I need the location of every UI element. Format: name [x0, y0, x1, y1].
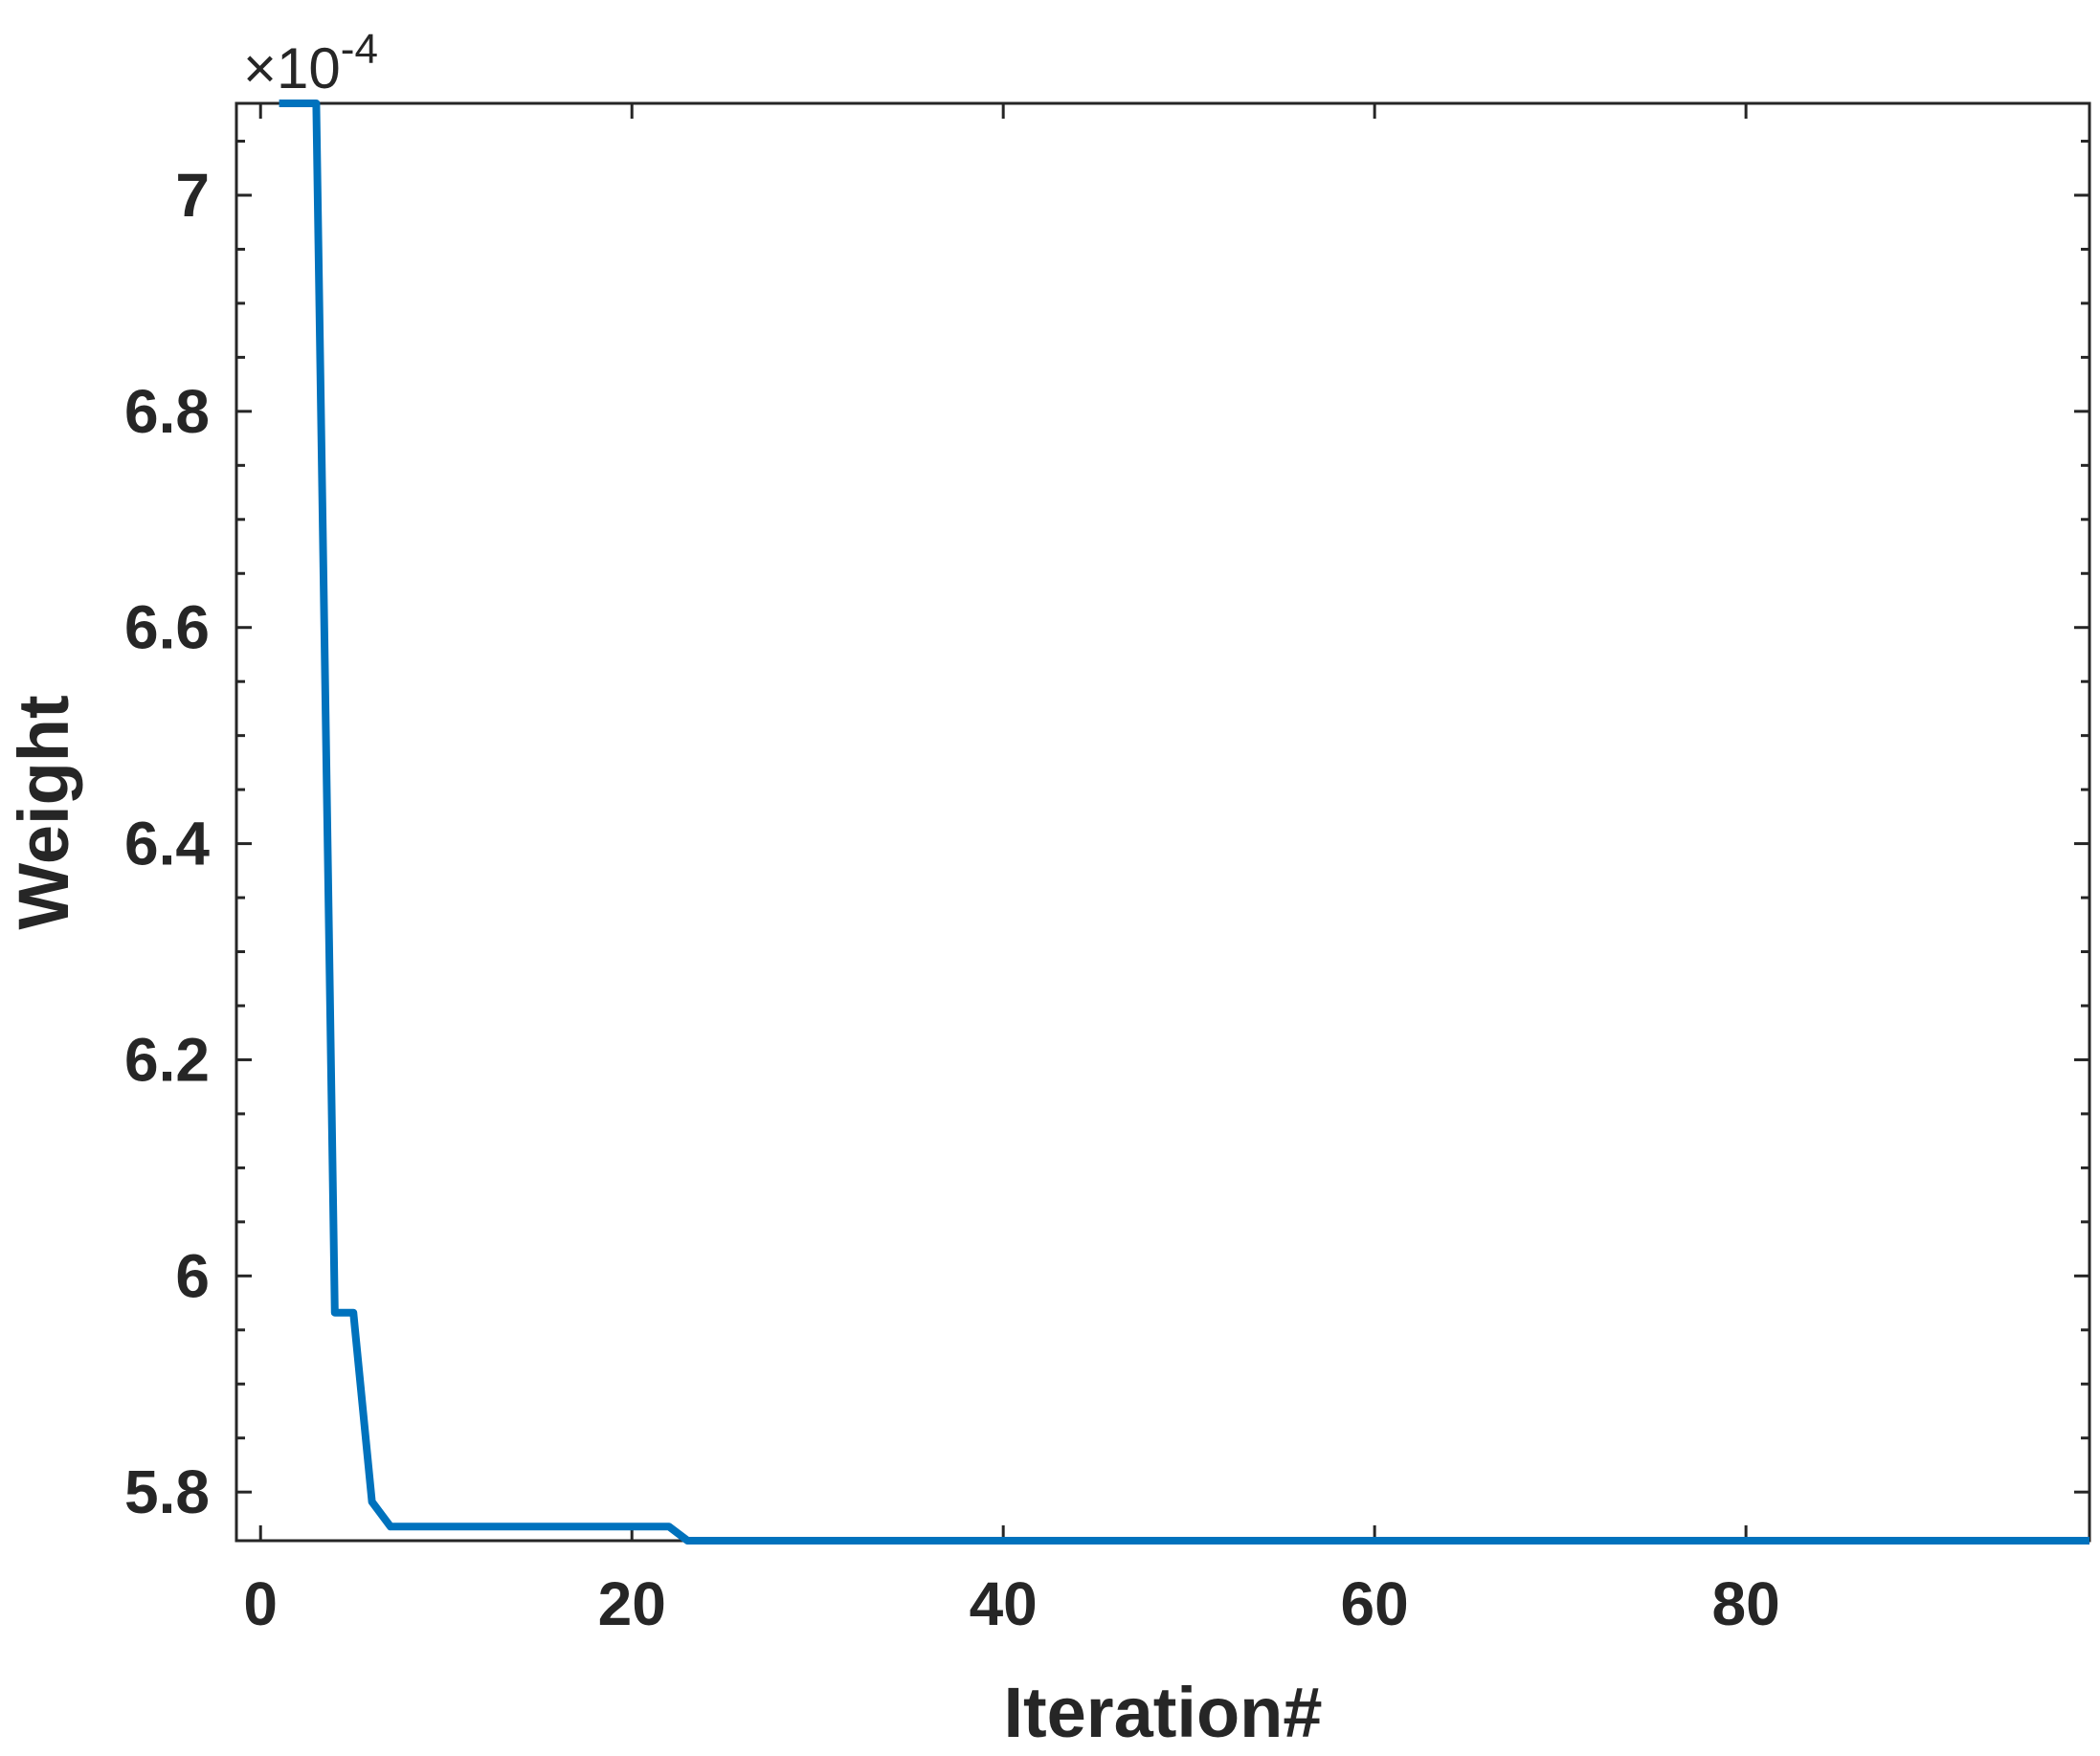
ticks — [236, 103, 2089, 1541]
y-tick-label: 6.2 — [124, 1025, 210, 1094]
x-axis-label: Iteration# — [1003, 1673, 1322, 1752]
multiplier-exponent: -4 — [341, 26, 378, 73]
plot-area — [235, 100, 2091, 1545]
x-tick-label: 20 — [598, 1569, 666, 1638]
x-tick-label: 80 — [1712, 1569, 1780, 1638]
multiplier-times: × — [243, 36, 277, 100]
y-tick-label: 6 — [175, 1241, 210, 1310]
tick-labels: 0 20 40 60 80 5.8 6 6.2 6.4 6.6 6.8 7 — [124, 161, 1780, 1638]
x-tick-label: 0 — [243, 1569, 278, 1638]
series-line-1 — [279, 100, 2089, 1545]
x-tick-label: 60 — [1341, 1569, 1409, 1638]
y-tick-label: 5.8 — [124, 1457, 210, 1526]
series-layer — [279, 100, 2089, 1545]
y-tick-label: 6.8 — [124, 377, 210, 446]
multiplier-base: 10 — [277, 36, 341, 100]
y-tick-label: 7 — [175, 161, 210, 230]
y-tick-label: 6.6 — [124, 593, 210, 662]
x-tick-label: 40 — [970, 1569, 1038, 1638]
y-tick-label: 6.4 — [124, 810, 210, 878]
axes-box — [235, 101, 2091, 1543]
y-axis-multiplier: ×10-4 — [243, 26, 378, 100]
y-axis-label: Weight — [4, 695, 83, 929]
